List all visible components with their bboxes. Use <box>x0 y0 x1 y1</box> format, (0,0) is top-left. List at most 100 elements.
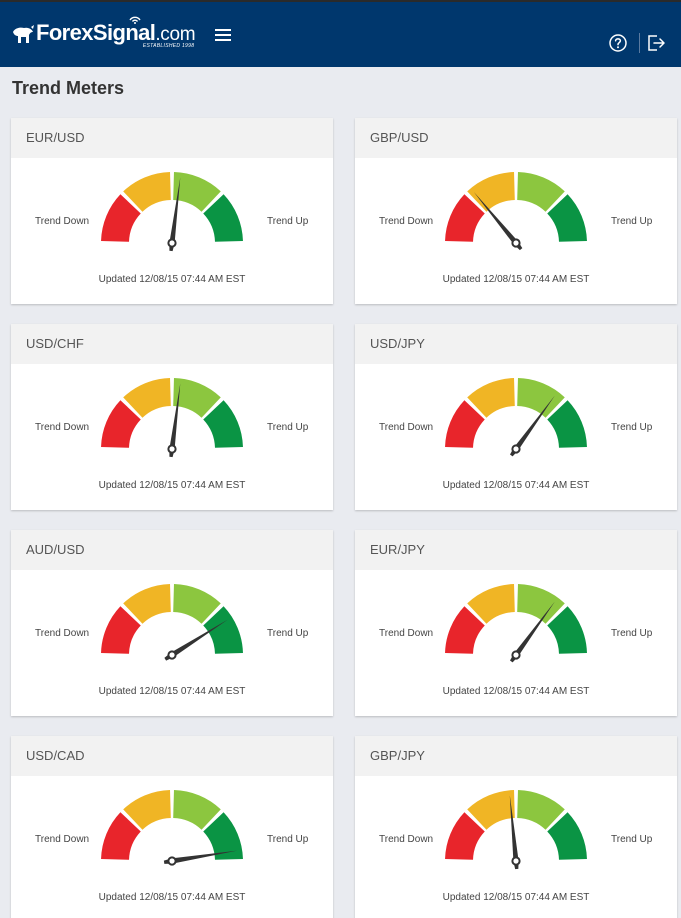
currency-pair: EUR/USD <box>11 118 333 158</box>
updated-timestamp: Updated 12/08/15 07:44 AM EST <box>98 686 246 697</box>
gauge-needle-hub <box>511 444 521 454</box>
gauge-segment-red <box>101 400 141 448</box>
trend-meter-card: GBP/USD Trend Down Trend Up Updated 12/0… <box>355 118 677 304</box>
gauge-segment-green <box>203 812 243 860</box>
currency-pair: EUR/JPY <box>355 530 677 570</box>
gauge-segment-lightgreen <box>173 584 221 624</box>
gauge-segment-orange <box>123 172 171 212</box>
updated-timestamp: Updated 12/08/15 07:44 AM EST <box>442 686 590 697</box>
gauge-needle <box>509 795 519 870</box>
updated-timestamp: Updated 12/08/15 07:44 AM EST <box>442 480 590 491</box>
updated-timestamp: Updated 12/08/15 07:44 AM EST <box>98 480 246 491</box>
gauge-segment-green <box>547 606 587 654</box>
gauge-segment-orange <box>123 790 171 830</box>
updated-timestamp: Updated 12/08/15 07:44 AM EST <box>442 892 590 903</box>
gauge-needle-hub <box>511 856 521 866</box>
updated-timestamp: Updated 12/08/15 07:44 AM EST <box>98 274 246 285</box>
updated-timestamp: Updated 12/08/15 07:44 AM EST <box>98 892 246 903</box>
gauge-segment-green <box>547 400 587 448</box>
trend-up-label: Trend Up <box>611 628 653 639</box>
gauge-segment-lightgreen <box>517 378 565 418</box>
gauge-segment-red <box>101 194 141 242</box>
currency-pair: AUD/USD <box>11 530 333 570</box>
gauge-needle-hub <box>511 650 521 660</box>
header-divider <box>639 33 640 53</box>
gauge-segment-lightgreen <box>173 378 221 418</box>
trend-gauge <box>445 790 587 870</box>
gauge-segment-orange <box>123 584 171 624</box>
trend-meter-card: EUR/USD Trend Down Trend Up Updated 12/0… <box>11 118 333 304</box>
gauge-segment-green <box>203 400 243 448</box>
trend-up-label: Trend Up <box>611 834 653 845</box>
gauge-segment-green <box>547 194 587 242</box>
gauge-needle-hub <box>167 444 177 454</box>
gauge-segment-red <box>445 812 485 860</box>
gauge-needle-hub <box>167 650 177 660</box>
currency-pair: GBP/USD <box>355 118 677 158</box>
trend-meter-card: USD/JPY Trend Down Trend Up Updated 12/0… <box>355 324 677 510</box>
trend-gauge <box>101 584 243 661</box>
trend-down-label: Trend Down <box>379 216 434 227</box>
gauge-needle <box>169 383 181 458</box>
gauge-needle-hub <box>167 238 177 248</box>
trend-meter-card: AUD/USD Trend Down Trend Up Updated 12/0… <box>11 530 333 716</box>
currency-pair: USD/CHF <box>11 324 333 364</box>
trend-meter-card: USD/CHF Trend Down Trend Up Updated 12/0… <box>11 324 333 510</box>
gauge-segment-green <box>203 194 243 242</box>
trend-down-label: Trend Down <box>379 422 434 433</box>
logout-icon[interactable] <box>646 33 666 53</box>
trend-gauge <box>445 172 587 251</box>
gauge-needle <box>164 619 228 661</box>
trend-up-label: Trend Up <box>611 422 653 433</box>
trend-gauge <box>101 172 243 252</box>
gauge-segment-orange <box>467 584 515 624</box>
gauge-segment-red <box>101 812 141 860</box>
trend-up-label: Trend Up <box>267 834 309 845</box>
gauge-segment-red <box>101 606 141 654</box>
trend-gauge <box>101 790 243 866</box>
trend-meter-card: EUR/JPY Trend Down Trend Up Updated 12/0… <box>355 530 677 716</box>
gauge-segment-lightgreen <box>517 790 565 830</box>
currency-pair: USD/JPY <box>355 324 677 364</box>
currency-pair: USD/CAD <box>11 736 333 776</box>
trend-meter-card: GBP/JPY Trend Down Trend Up Updated 12/0… <box>355 736 677 918</box>
gauge-needle <box>169 177 181 252</box>
gauge-needle <box>473 192 523 251</box>
gauge-segment-orange <box>467 790 515 830</box>
trend-gauge <box>101 378 243 458</box>
logo-tagline: ESTABLISHED 1998 <box>142 43 195 49</box>
trend-up-label: Trend Up <box>267 216 309 227</box>
trend-down-label: Trend Down <box>35 834 90 845</box>
hamburger-menu-icon[interactable] <box>215 29 231 42</box>
trend-down-label: Trend Down <box>379 628 434 639</box>
trend-down-label: Trend Down <box>35 216 90 227</box>
gauge-segment-green <box>203 606 243 654</box>
gauge-segment-lightgreen <box>517 172 565 212</box>
top-bar: ForexSignal.com ESTABLISHED 1998 <box>0 0 681 67</box>
bull-icon <box>13 25 34 43</box>
gauge-needle <box>163 850 238 864</box>
trend-up-label: Trend Up <box>611 216 653 227</box>
trend-down-label: Trend Down <box>379 834 434 845</box>
updated-timestamp: Updated 12/08/15 07:44 AM EST <box>442 274 590 285</box>
gauge-segment-red <box>445 194 485 242</box>
gauge-segment-red <box>445 606 485 654</box>
gauge-needle <box>510 395 555 457</box>
trend-up-label: Trend Up <box>267 422 309 433</box>
logo-wordmark: ForexSignal.com <box>36 20 196 45</box>
trend-down-label: Trend Down <box>35 422 90 433</box>
trend-gauge <box>445 584 587 663</box>
gauge-needle <box>510 601 555 663</box>
gauge-segment-lightgreen <box>517 584 565 624</box>
gauge-segment-red <box>445 400 485 448</box>
trend-gauge <box>445 378 587 457</box>
trend-up-label: Trend Up <box>267 628 309 639</box>
help-circle-icon[interactable] <box>608 33 628 53</box>
page-title: Trend Meters <box>12 78 125 98</box>
gauge-segment-green <box>547 812 587 860</box>
trend-down-label: Trend Down <box>35 628 90 639</box>
gauge-needle-hub <box>167 856 177 866</box>
gauge-segment-orange <box>467 172 515 212</box>
forexsignal-logo[interactable]: ForexSignal.com ESTABLISHED 1998 <box>11 16 196 52</box>
gauge-segment-lightgreen <box>173 172 221 212</box>
